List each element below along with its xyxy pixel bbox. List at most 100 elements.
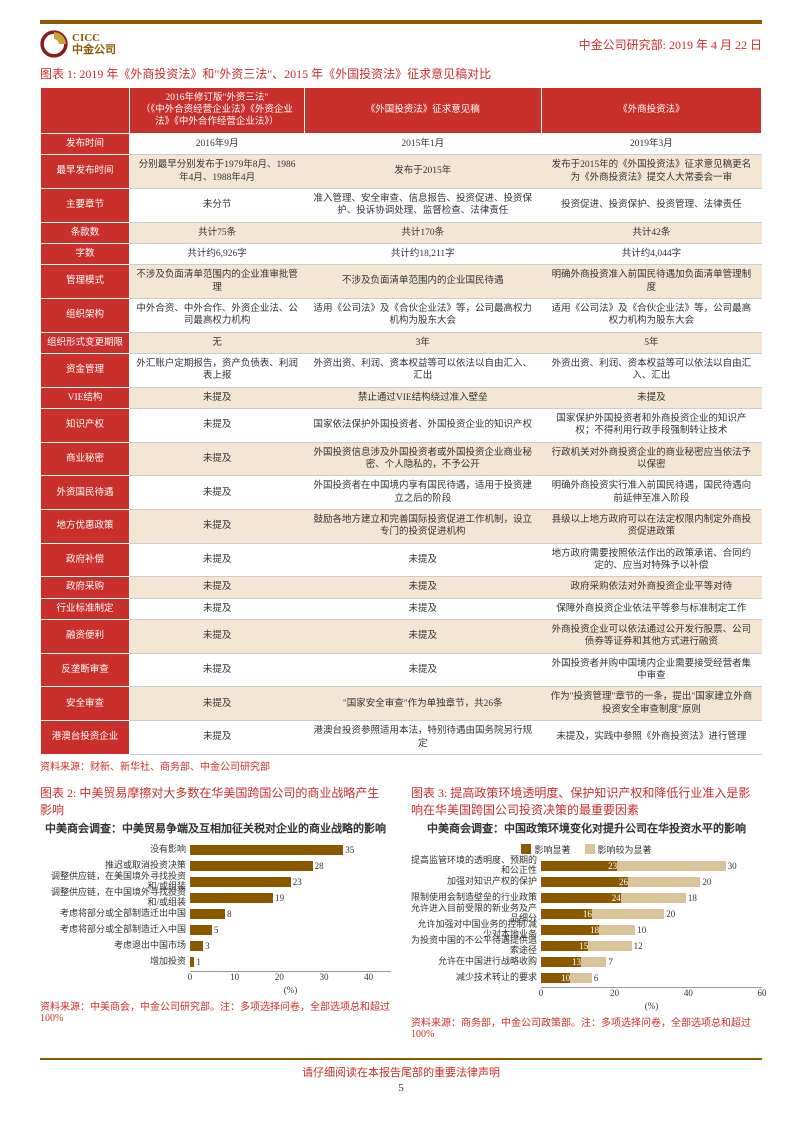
table1-cell: "国家安全审查"作为单独章节，共26条 bbox=[304, 687, 541, 721]
table1-cell: 不涉及负面清单范围内的企业国民待遇 bbox=[304, 265, 541, 299]
table1-cell: 港澳台投资参照适用本法，特别待遇由国务院另行规定 bbox=[304, 721, 541, 755]
chart3-bar-seg2 bbox=[599, 925, 635, 935]
table1-source: 资料来源：财新、新华社、商务部、中金公司研究部 bbox=[40, 758, 762, 773]
chart3-bar-label: 提高监管环境的透明度、预期的和公正性 bbox=[411, 856, 541, 876]
table1-cell: 国家依法保护外国投资者、外国投资企业的知识产权 bbox=[304, 408, 541, 442]
table1-cell: 5年 bbox=[541, 332, 761, 353]
table1-cell: 未分节 bbox=[130, 188, 305, 222]
table1-rowhead: 组织形式变更期限 bbox=[41, 332, 130, 353]
table1-cell: 共计约18,211字 bbox=[304, 243, 541, 264]
chart2-bar-label: 推迟或取消投资决策 bbox=[40, 861, 190, 871]
chart3-title: 中美商会调查：中国政策环境变化对提升公司在华投资水平的影响 bbox=[411, 822, 762, 836]
table1-cell: 作为"投资管理"章节的一条，提出"国家建立外商投资安全审查制度"原则 bbox=[541, 687, 761, 721]
table1-rowhead: 字数 bbox=[41, 243, 130, 264]
table1-cell: 未提及 bbox=[304, 543, 541, 577]
chart3-bar-label: 限制使用会制造壁垒的行业政策 bbox=[411, 893, 541, 903]
chart2-bar bbox=[190, 909, 225, 919]
chart2-xtick: 30 bbox=[319, 972, 328, 982]
chart3-xtick: 0 bbox=[539, 988, 544, 998]
table1-cell: 未提及，实践中参照《外商投资法》进行管理 bbox=[541, 721, 761, 755]
chart3-bar-value1: 26 bbox=[619, 877, 628, 887]
chart2-bar-value: 28 bbox=[315, 861, 324, 871]
chart3-bar-value2: 7 bbox=[608, 957, 613, 967]
chart3-bar-value1: 10 bbox=[561, 973, 570, 983]
table1-cell: 鼓励各地方建立和完善国际投资促进工作机制，设立专门的投资促进机构 bbox=[304, 510, 541, 544]
chart2-xlabel: (%) bbox=[190, 985, 391, 995]
chart2-bar bbox=[190, 941, 203, 951]
chart2-bar-value: 23 bbox=[293, 877, 302, 887]
cicc-logo-icon bbox=[40, 30, 68, 58]
table1-cell: 明确外商投资实行准入前国民待遇，国民待遇向前延伸至准入阶段 bbox=[541, 476, 761, 510]
table1-cell: 未提及 bbox=[130, 387, 305, 408]
table1-header bbox=[41, 87, 130, 133]
chart3-bar-seg2 bbox=[621, 893, 686, 903]
chart3-legend-item: 影响较为显著 bbox=[585, 843, 652, 856]
chart2-bar-label: 考虑将部分或全部制造迁出中国 bbox=[40, 909, 190, 919]
chart2-xtick: 40 bbox=[364, 972, 373, 982]
footer-disclaimer: 请仔细阅读在本报告尾部的重要法律声明 bbox=[40, 1064, 762, 1080]
chart2-bar-label: 考虑将部分或全部制造迁入中国 bbox=[40, 925, 190, 935]
chart3-bar-value1: 16 bbox=[583, 909, 592, 919]
table1-cell: 未提及 bbox=[304, 620, 541, 654]
table1-cell: 适用《公司法》及《合伙企业法》等，公司最高权力机构为股东大会 bbox=[304, 298, 541, 332]
table1-cell: 无 bbox=[130, 332, 305, 353]
table1-cell: 未提及 bbox=[130, 598, 305, 619]
table1-cell: 准入管理、安全审查、信息报告、投资促进、投资保护、投诉协调处理、监督检查、法律责… bbox=[304, 188, 541, 222]
chart3-bar-value2: 18 bbox=[688, 893, 697, 903]
chart2-bar bbox=[190, 957, 194, 967]
chart3-legend-item: 影响显著 bbox=[521, 843, 570, 856]
chart2-bar-value: 35 bbox=[345, 845, 354, 855]
table1-cell: 共计约6,926字 bbox=[130, 243, 305, 264]
table1-cell: 适用《公司法》及《合伙企业法》等，公司最高权力机构为股东大会 bbox=[541, 298, 761, 332]
comparison-table: 2016年修订版"外资三法"（《中外合资经营企业法》《外资企业法》《中外合作经营… bbox=[40, 87, 762, 755]
table1-header: 《外国投资法》征求意见稿 bbox=[304, 87, 541, 133]
table1-cell: 未提及 bbox=[130, 510, 305, 544]
table1-cell: 中外合资、中外合作、外资企业法、公司最高权力机构 bbox=[130, 298, 305, 332]
chart3-bar-value1: 23 bbox=[608, 861, 617, 871]
legend-swatch-icon bbox=[585, 844, 595, 854]
table1-cell: 未提及 bbox=[541, 387, 761, 408]
chart3-bar-seg2 bbox=[588, 941, 631, 951]
chart3-bar-seg2 bbox=[592, 909, 664, 919]
chart3-bar-seg2 bbox=[581, 957, 606, 967]
chart3-bar-value2: 20 bbox=[666, 909, 675, 919]
table1-rowhead: 反垄断审查 bbox=[41, 653, 130, 687]
chart3-bar-label: 为投资中国的不公平待遇提供追索途径 bbox=[411, 936, 541, 956]
table1-cell: 未提及 bbox=[304, 577, 541, 598]
chart2-bar-value: 1 bbox=[196, 957, 201, 967]
chart3-bar-value2: 20 bbox=[702, 877, 711, 887]
table1-rowhead: 地方优惠政策 bbox=[41, 510, 130, 544]
table1-cell: 未提及 bbox=[130, 408, 305, 442]
table1-cell: 2015年1月 bbox=[304, 133, 541, 154]
table1-cell: 未提及 bbox=[130, 653, 305, 687]
table1-cell: 外资出资、利润、资本权益等可以依法以自由汇入、汇出 bbox=[541, 353, 761, 387]
legend-text: 影响较为显著 bbox=[598, 843, 652, 856]
table1-rowhead: 最早发布时间 bbox=[41, 155, 130, 189]
table1-rowhead: 政府采购 bbox=[41, 577, 130, 598]
table1-cell: 禁止通过VIE结构绕过准入壁垒 bbox=[304, 387, 541, 408]
table1-rowhead: 港澳台投资企业 bbox=[41, 721, 130, 755]
logo-cn: 中金公司 bbox=[72, 44, 116, 56]
table1-cell: 不涉及负面清单范围内的企业准审批管理 bbox=[130, 265, 305, 299]
table1-cell: 发布于2015年 bbox=[304, 155, 541, 189]
chart2-bar bbox=[190, 925, 212, 935]
chart2-caption: 图表 2: 中美贸易摩擦对大多数在华美国跨国公司的商业战略产生影响 bbox=[40, 785, 391, 819]
chart3-bar-label: 允许在中国进行战略收购 bbox=[411, 957, 541, 967]
chart2-bar bbox=[190, 861, 313, 871]
table1-cell: 2016年9月 bbox=[130, 133, 305, 154]
table1-rowhead: 组织架构 bbox=[41, 298, 130, 332]
table1-cell: 未提及 bbox=[304, 598, 541, 619]
table1-header: 《外商投资法》 bbox=[541, 87, 761, 133]
chart2-bar bbox=[190, 893, 273, 903]
chart2-title: 中美商会调查：中美贸易争端及互相加征关税对企业的商业战略的影响 bbox=[40, 822, 391, 836]
table1-cell: 外商投资企业可以依法通过公开发行股票、公司债券等证券和其他方式进行融资 bbox=[541, 620, 761, 654]
table1-cell: 外国投资信息涉及外国投资者或外国投资企业商业秘密、个人隐私的，不予公开 bbox=[304, 442, 541, 476]
table1-rowhead: 融资便利 bbox=[41, 620, 130, 654]
table1-cell: 3年 bbox=[304, 332, 541, 353]
chart2-bar-label: 没有影响 bbox=[40, 845, 190, 855]
chart2-xtick: 0 bbox=[188, 972, 193, 982]
table1-cell: 未提及 bbox=[130, 721, 305, 755]
table1-cell: 政府采购依法对外商投资企业平等对待 bbox=[541, 577, 761, 598]
table1-cell: 保障外商投资企业依法平等参与标准制定工作 bbox=[541, 598, 761, 619]
table1-cell: 发布于2015年的《外国投资法》征求意见稿更名为《外商投资法》提交人大常委会一审 bbox=[541, 155, 761, 189]
